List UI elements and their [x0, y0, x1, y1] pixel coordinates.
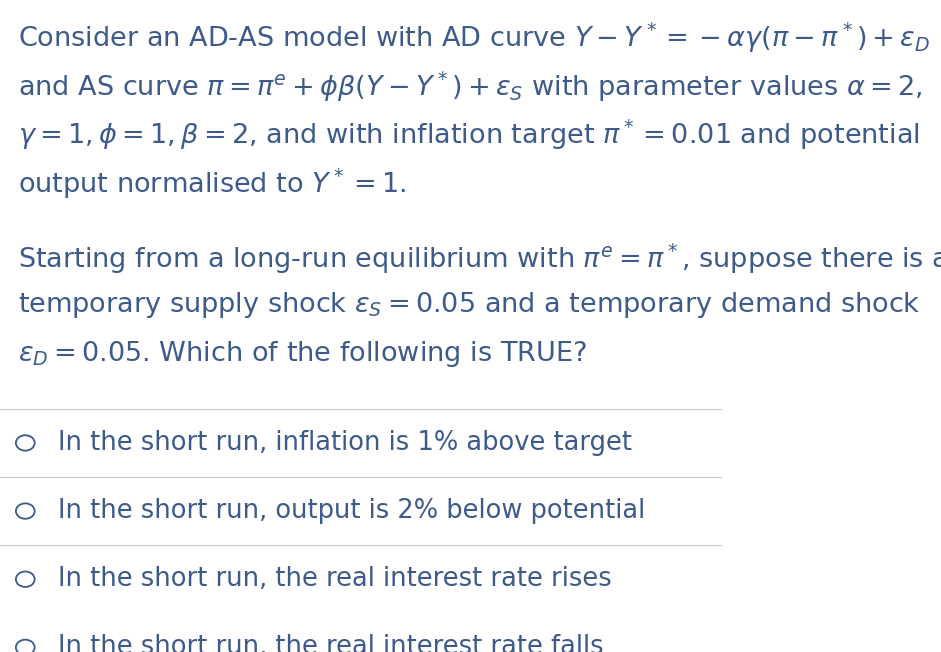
Text: In the short run, the real interest rate falls: In the short run, the real interest rate…	[57, 634, 603, 652]
Text: temporary supply shock $\epsilon_S = 0.05$ and a temporary demand shock: temporary supply shock $\epsilon_S = 0.0…	[18, 290, 920, 320]
Text: Consider an AD-AS model with AD curve $Y - Y^* = -\alpha\gamma(\pi - \pi^*) + \e: Consider an AD-AS model with AD curve $Y…	[18, 21, 931, 55]
Text: In the short run, the real interest rate rises: In the short run, the real interest rate…	[57, 566, 612, 592]
Text: Starting from a long-run equilibrium with $\pi^e = \pi^*$, suppose there is a: Starting from a long-run equilibrium wit…	[18, 242, 941, 276]
Text: $\epsilon_D = 0.05$. Which of the following is TRUE?: $\epsilon_D = 0.05$. Which of the follow…	[18, 339, 587, 369]
Text: output normalised to $Y^* = 1.$: output normalised to $Y^* = 1.$	[18, 166, 406, 201]
Text: In the short run, inflation is 1% above target: In the short run, inflation is 1% above …	[57, 430, 631, 456]
Text: and AS curve $\pi = \pi^e + \phi\beta(Y - Y^*) + \epsilon_S$ with parameter valu: and AS curve $\pi = \pi^e + \phi\beta(Y …	[18, 69, 922, 104]
Text: In the short run, output is 2% below potential: In the short run, output is 2% below pot…	[57, 498, 645, 524]
Text: $\gamma = 1, \phi = 1, \beta = 2$, and with inflation target $\pi^* = 0.01$ and : $\gamma = 1, \phi = 1, \beta = 2$, and w…	[18, 118, 919, 153]
